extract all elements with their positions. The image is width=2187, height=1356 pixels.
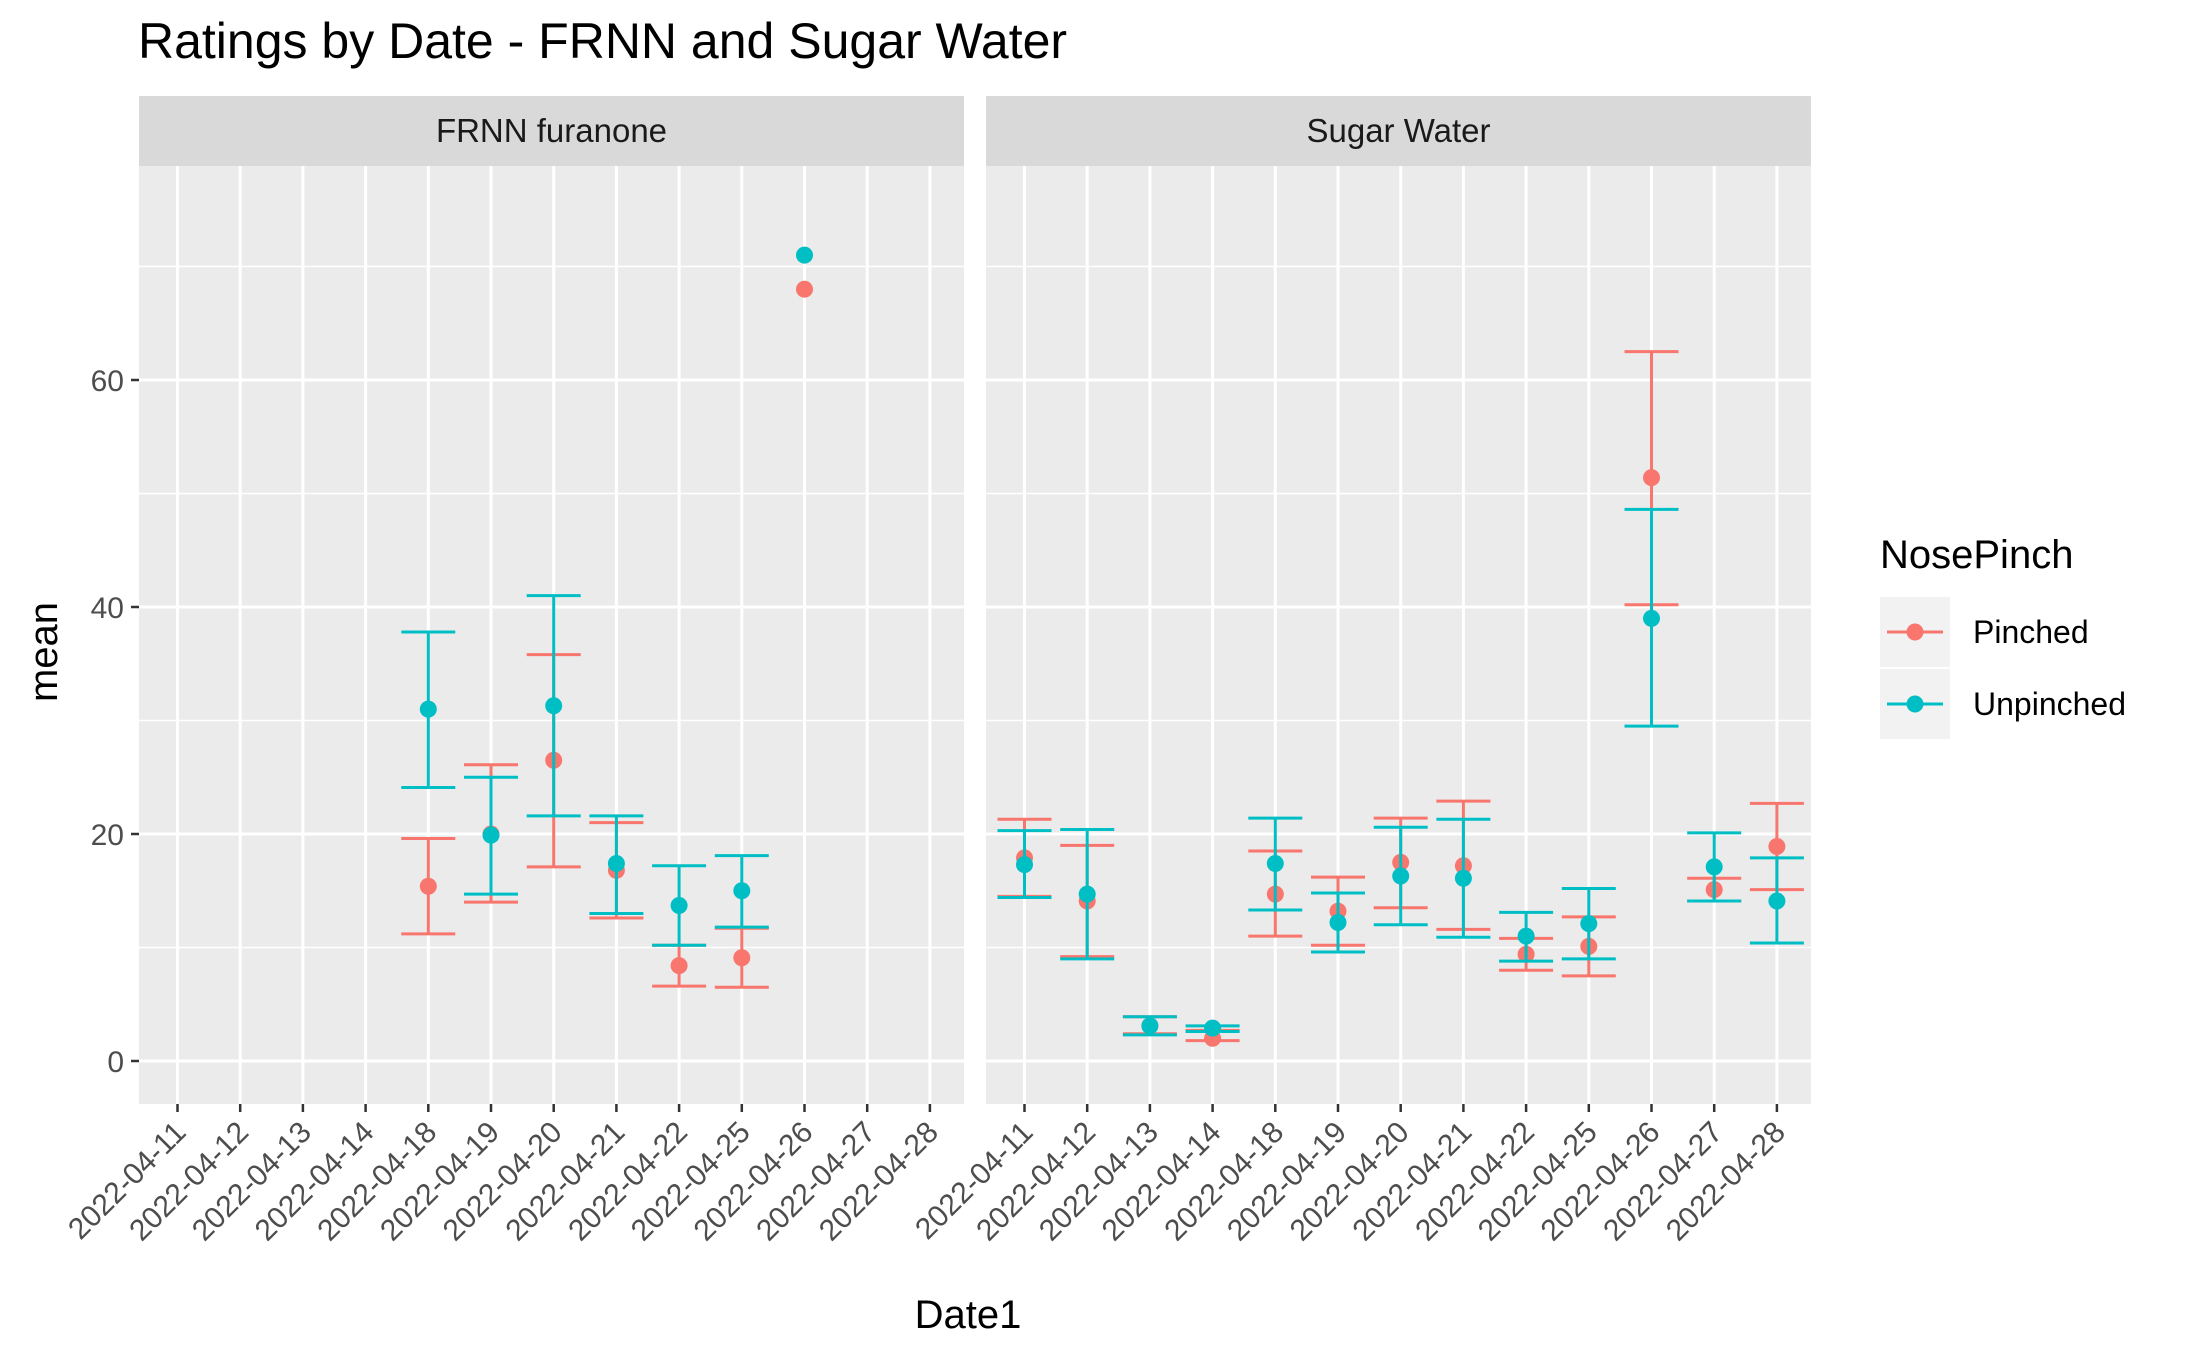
data-point (670, 957, 688, 975)
panel-background (139, 166, 964, 1104)
data-point (1204, 1019, 1222, 1037)
x-axis-label: Date1 (915, 1293, 1022, 1337)
y-tick-label: 40 (91, 592, 124, 625)
panel-background (986, 166, 1811, 1104)
data-point (1454, 869, 1472, 887)
y-tick-label: 60 (91, 365, 124, 398)
data-point (1016, 856, 1033, 874)
facet-strip (986, 96, 1811, 166)
legend: NosePinch Pinched Unpinched (1880, 533, 2126, 739)
data-point (545, 697, 563, 715)
panels-layer: FRNN furanone2022-04-112022-04-122022-04… (62, 96, 1811, 1247)
data-point (1392, 867, 1410, 885)
series-unpinched (401, 246, 813, 947)
data-point (419, 700, 437, 718)
data-point (733, 882, 751, 900)
facet-strip-label: Sugar Water (1306, 112, 1490, 149)
data-point (670, 897, 688, 915)
facet-panel: Sugar Water2022-04-112022-04-122022-04-1… (909, 96, 1811, 1247)
data-point (1078, 885, 1096, 903)
legend-key-point (1906, 623, 1924, 641)
chart-title: Ratings by Date - FRNN and Sugar Water (138, 13, 1067, 69)
data-point (607, 855, 625, 873)
facet-strip (139, 96, 964, 166)
data-point (419, 877, 437, 895)
y-tick-label: 20 (91, 819, 124, 852)
legend-title: NosePinch (1880, 533, 2073, 577)
facet-panel: FRNN furanone2022-04-112022-04-122022-04… (62, 96, 964, 1247)
data-point (1580, 915, 1598, 933)
data-point (1705, 858, 1723, 876)
legend-label: Unpinched (1973, 686, 2126, 722)
data-point (796, 280, 813, 298)
legend-key-point (1906, 695, 1924, 713)
y-tick-label: 0 (107, 1046, 124, 1079)
data-point (1768, 837, 1786, 855)
data-point (1643, 609, 1660, 627)
data-point (1266, 855, 1284, 873)
data-point (1768, 892, 1786, 910)
data-point (1141, 1017, 1159, 1035)
data-point (482, 826, 500, 844)
data-point (1517, 927, 1535, 945)
y-axis-label: mean (22, 602, 66, 702)
data-point (796, 246, 813, 264)
legend-label: Pinched (1973, 614, 2089, 650)
data-point (1329, 914, 1347, 932)
data-point (733, 949, 751, 967)
data-point (1643, 469, 1660, 487)
facet-strip-label: FRNN furanone (436, 112, 667, 149)
series-unpinched (997, 507, 1804, 1037)
